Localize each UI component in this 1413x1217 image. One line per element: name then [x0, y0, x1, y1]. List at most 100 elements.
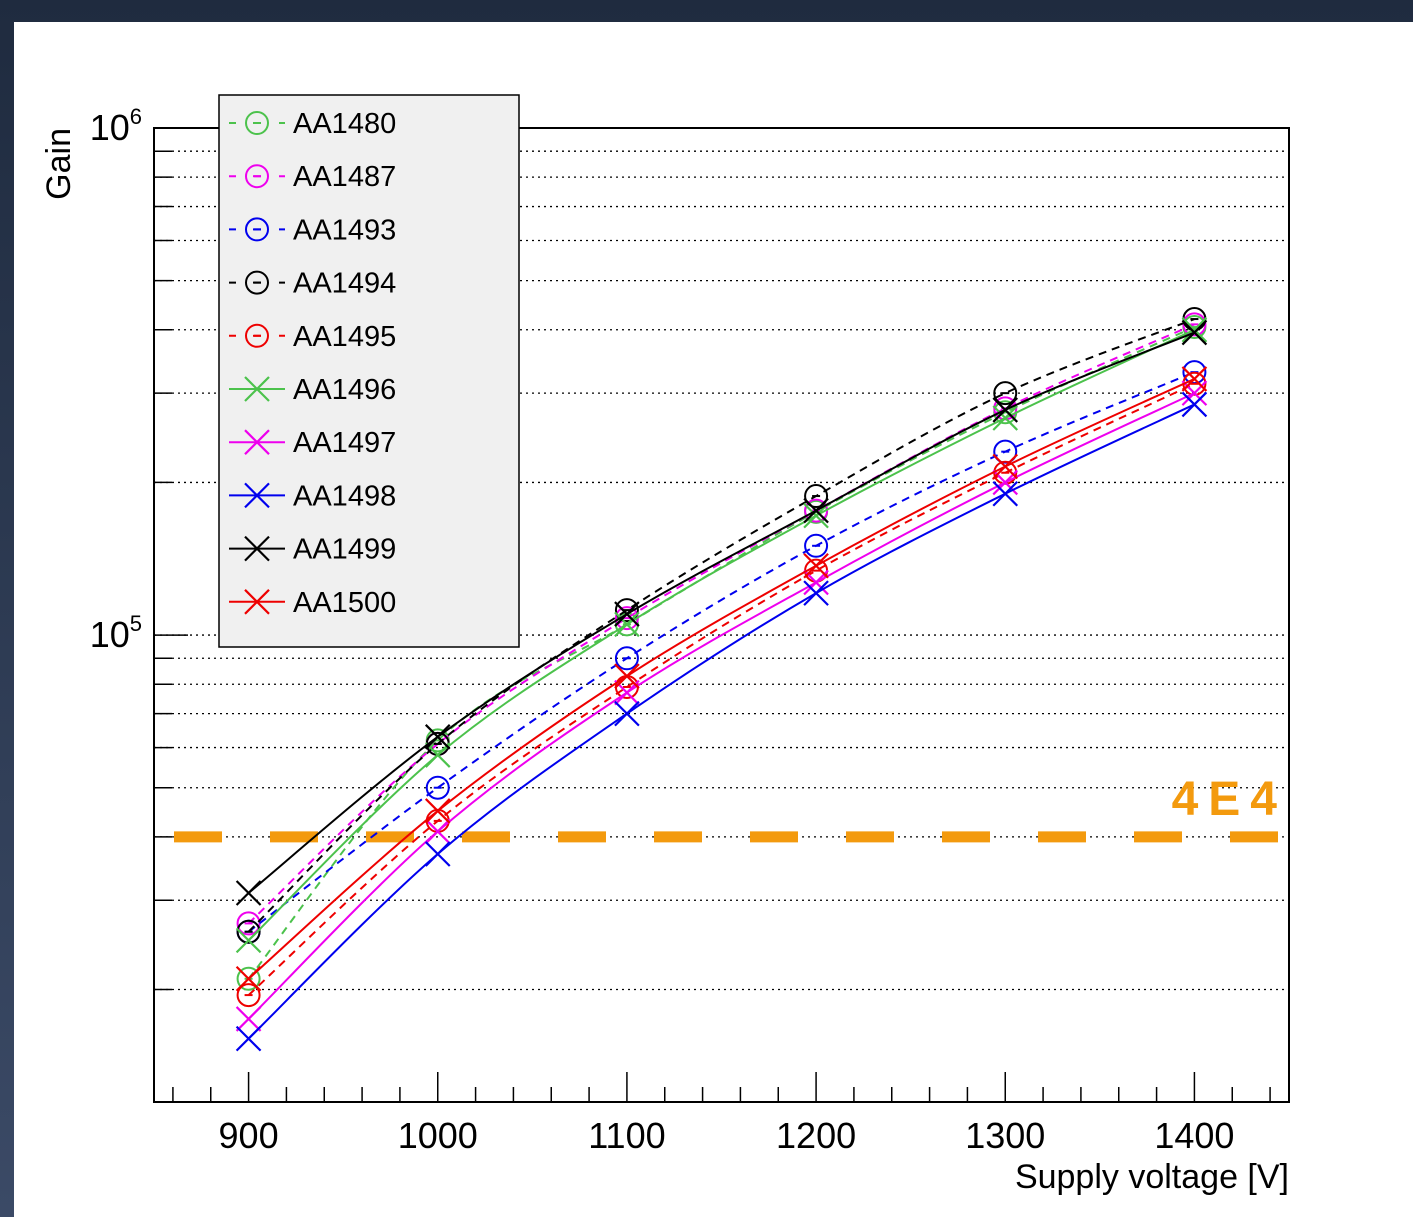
legend-entry: AA1496 — [229, 374, 396, 406]
legend-entry: AA1480 — [229, 108, 396, 140]
legend-entry: AA1487 — [229, 161, 396, 193]
data-point — [235, 1025, 262, 1052]
legend-marker — [245, 323, 269, 348]
series-AA1500 — [235, 366, 1208, 992]
data-point — [1181, 319, 1208, 346]
plot-frame — [153, 127, 1290, 1103]
legend-label: AA1500 — [293, 587, 396, 619]
legend-entry: AA1500 — [229, 587, 396, 619]
threshold-line-group: 4E4 — [174, 773, 1287, 843]
legend-entry: AA1498 — [229, 480, 396, 512]
legend-marker — [244, 535, 270, 562]
legend-entry: AA1493 — [229, 214, 396, 246]
data-point — [803, 497, 829, 524]
data-point — [992, 480, 1019, 507]
legend-marker — [244, 482, 270, 509]
legend-label: AA1499 — [293, 534, 396, 566]
slide-canvas: 4E4 900 1000 1100 1200 1300 1400 106 105 Supply … — [14, 22, 1413, 1217]
legend-marker — [244, 429, 270, 455]
legend-entry: AA1497 — [229, 427, 396, 459]
series-line — [247, 371, 1195, 933]
series-line — [247, 382, 1195, 996]
legend-entry: AA1499 — [229, 534, 396, 566]
legend-marker — [244, 376, 270, 402]
data-point — [424, 841, 451, 867]
data-point — [236, 983, 261, 1008]
data-point — [1182, 312, 1207, 337]
series-AA1496 — [235, 317, 1208, 954]
series-group — [235, 307, 1208, 1052]
y-tick-label: 106 — [90, 104, 142, 148]
legend-label: AA1494 — [293, 268, 396, 300]
data-point — [1181, 317, 1208, 343]
series-line — [247, 378, 1195, 980]
data-point — [1181, 391, 1208, 418]
gain-chart: 4E4 900 1000 1100 1200 1300 1400 106 105 Supply … — [40, 94, 1290, 1196]
data-point — [235, 927, 262, 954]
series-line — [247, 328, 1195, 942]
legend-label: AA1496 — [293, 374, 396, 406]
axis-ticks — [154, 127, 1271, 1102]
series-AA1499 — [235, 319, 1208, 906]
data-point — [424, 742, 451, 768]
legend-label: AA1497 — [293, 427, 396, 459]
legend-label: AA1495 — [293, 321, 396, 353]
data-point — [992, 453, 1019, 480]
series-line — [247, 331, 1195, 894]
legend-marker — [244, 589, 270, 615]
data-point — [992, 397, 1019, 423]
x-tick-label: 900 — [219, 1115, 279, 1156]
axis-labels: 900 1000 1100 1200 1300 1400 106 105 Supply volt… — [40, 104, 1289, 1196]
data-point — [236, 911, 261, 936]
legend-entry: AA1494 — [229, 268, 396, 300]
legend-marker — [245, 111, 269, 135]
x-tick-label: 1200 — [776, 1115, 856, 1156]
legend-label: AA1493 — [293, 214, 396, 246]
x-tick-label: 1300 — [965, 1115, 1045, 1156]
data-point — [236, 919, 261, 944]
legend-label: AA1487 — [293, 161, 396, 193]
x-tick-label: 1400 — [1154, 1115, 1234, 1156]
data-point — [614, 646, 639, 671]
data-point — [804, 484, 829, 509]
series-line — [247, 323, 1195, 925]
x-axis-title: Supply voltage [V] — [1015, 1158, 1289, 1196]
data-point — [236, 966, 261, 991]
data-point — [614, 663, 640, 689]
data-point — [424, 798, 451, 824]
data-point — [425, 775, 450, 800]
data-point — [804, 533, 829, 558]
legend-marker — [245, 164, 269, 189]
legend-label: AA1498 — [293, 480, 396, 512]
x-tick-label: 1100 — [588, 1115, 665, 1156]
data-point — [614, 598, 639, 623]
series-line — [247, 403, 1195, 1040]
legend: AA1480 AA1487 AA1493 AA1494 AA1495 AA1496 AA14… — [218, 94, 520, 648]
data-point — [235, 965, 262, 992]
series-line — [247, 392, 1195, 1020]
series-AA1498 — [235, 391, 1208, 1052]
data-point — [424, 724, 451, 750]
legend-entry: AA1495 — [229, 321, 396, 353]
data-point — [235, 1006, 262, 1032]
y-axis-title: Gain — [40, 128, 78, 200]
data-point — [1181, 366, 1208, 392]
legend-box — [218, 94, 520, 648]
x-tick-label: 1000 — [398, 1115, 478, 1156]
data-point — [992, 405, 1019, 431]
y-tick-label: 105 — [90, 611, 142, 655]
data-point — [803, 552, 829, 579]
data-point — [424, 818, 451, 845]
data-point — [614, 700, 640, 727]
legend-marker — [245, 270, 269, 295]
legend-marker — [245, 217, 269, 242]
data-point — [614, 611, 640, 638]
legend-label: AA1480 — [293, 108, 396, 140]
threshold-label: 4E4 — [1172, 773, 1287, 826]
data-point — [803, 502, 829, 529]
data-point — [235, 880, 262, 906]
data-point — [614, 601, 640, 627]
data-point — [1181, 380, 1208, 406]
series-line — [247, 318, 1195, 933]
data-point — [993, 381, 1018, 406]
